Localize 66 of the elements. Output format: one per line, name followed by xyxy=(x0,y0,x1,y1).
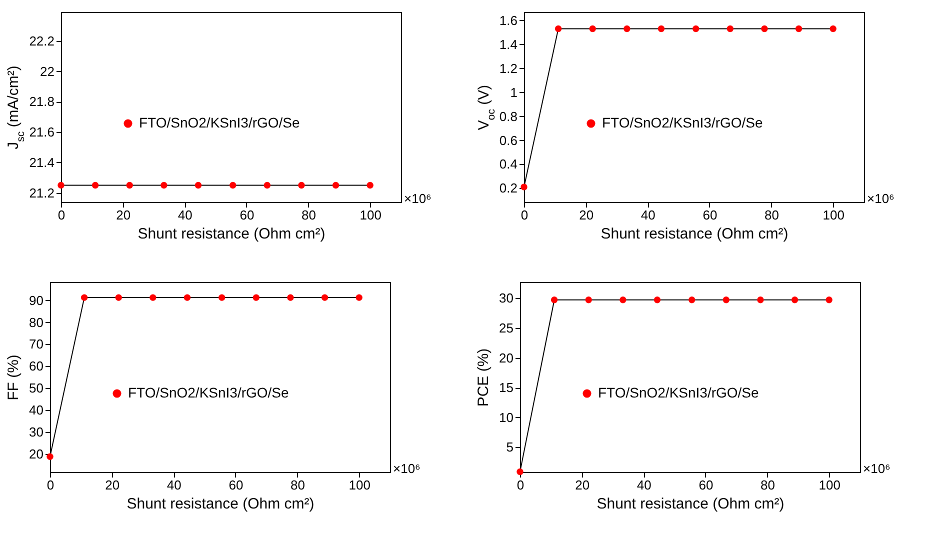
x-axis-title: Shunt resistance (Ohm cm²) xyxy=(138,226,326,242)
y-axis-title: FF (%) xyxy=(5,354,22,400)
y-tick-label: 1.2 xyxy=(499,60,518,76)
y-tick-label: 90 xyxy=(29,292,44,308)
y-tick-label: 25 xyxy=(499,320,514,336)
y-tick-label: 21.2 xyxy=(29,185,54,200)
x-tick-label: 40 xyxy=(166,478,182,492)
x-axis-title: Shunt resistance (Ohm cm²) xyxy=(596,496,784,512)
x-tick-label: 20 xyxy=(579,208,594,222)
y-tick-label: 30 xyxy=(29,424,44,440)
y-tick-label: 70 xyxy=(29,336,44,352)
x-tick-label: 100 xyxy=(348,478,370,492)
y-tick-label: 15 xyxy=(499,380,514,396)
y-tick-label: 50 xyxy=(29,380,44,396)
text: ×10⁶ xyxy=(393,461,420,476)
x-tick-label: 20 xyxy=(575,478,590,492)
x-tick-label: 80 xyxy=(290,478,306,492)
y-tick-label: 20 xyxy=(499,350,514,366)
y-tick-label: 0.4 xyxy=(499,156,518,172)
legend-label: FTO/SnO2/KSnI3/rGO/Se xyxy=(139,114,300,130)
x-tick-label: 20 xyxy=(105,478,120,492)
x-tick-label: 0 xyxy=(46,478,54,492)
x-tick-label: 60 xyxy=(228,478,244,492)
x-tick-label: 40 xyxy=(178,208,192,222)
text: ×10⁶ xyxy=(863,461,890,476)
y-tick-label: 21.4 xyxy=(29,154,54,170)
x-tick-label: 80 xyxy=(764,208,780,222)
y-axis-title: PCE (%) xyxy=(475,348,492,407)
legend-label: FTO/SnO2/KSnI3/rGO/Se xyxy=(602,114,764,130)
y-tick-label: 5 xyxy=(506,440,514,455)
x-tick-label: 100 xyxy=(818,478,840,492)
x-tick-label: 0 xyxy=(520,208,528,222)
x-tick-label: 20 xyxy=(116,208,131,222)
y-tick-label: 20 xyxy=(29,446,44,462)
y-tick-label: 10 xyxy=(499,410,514,425)
y-tick-label: 21.6 xyxy=(29,124,54,140)
text: ×10⁶ xyxy=(404,191,432,206)
y-tick-label: 0.8 xyxy=(499,108,518,124)
y-tick-label: 1 xyxy=(510,84,518,100)
y-tick-label: 1.4 xyxy=(499,36,518,52)
x-tick-label: 0 xyxy=(58,208,66,222)
x-tick-label: 40 xyxy=(636,478,652,492)
x-tick-label: 0 xyxy=(516,478,524,492)
x-tick-label: 60 xyxy=(698,478,714,492)
x-axis-title: Shunt resistance (Ohm cm²) xyxy=(126,496,314,512)
legend-label: FTO/SnO2/KSnI3/rGO/Se xyxy=(598,384,760,400)
x-tick-label: 80 xyxy=(302,208,316,222)
y-tick-label: 0.6 xyxy=(499,132,518,148)
x-axis-title: Shunt resistance (Ohm cm²) xyxy=(600,226,788,242)
x-tick-label: 40 xyxy=(640,208,656,222)
y-tick-label: 22.2 xyxy=(29,33,54,48)
y-tick-label: 60 xyxy=(29,358,44,374)
x-tick-label: 100 xyxy=(360,208,382,222)
x-tick-label: 100 xyxy=(822,208,844,222)
y-tick-label: 1.6 xyxy=(499,12,518,28)
y-tick-label: 40 xyxy=(29,402,44,418)
y-tick-label: 21.8 xyxy=(29,94,54,110)
x-tick-label: 60 xyxy=(240,208,254,222)
y-tick-label: 22 xyxy=(40,64,54,79)
y-tick-label: 30 xyxy=(499,290,514,306)
y-tick-label: 80 xyxy=(29,314,44,330)
x-tick-label: 80 xyxy=(760,478,776,492)
legend-label: FTO/SnO2/KSnI3/rGO/Se xyxy=(128,384,290,400)
x-tick-label: 60 xyxy=(702,208,718,222)
y-tick-label: 0.2 xyxy=(499,180,518,196)
text: ×10⁶ xyxy=(867,191,894,206)
